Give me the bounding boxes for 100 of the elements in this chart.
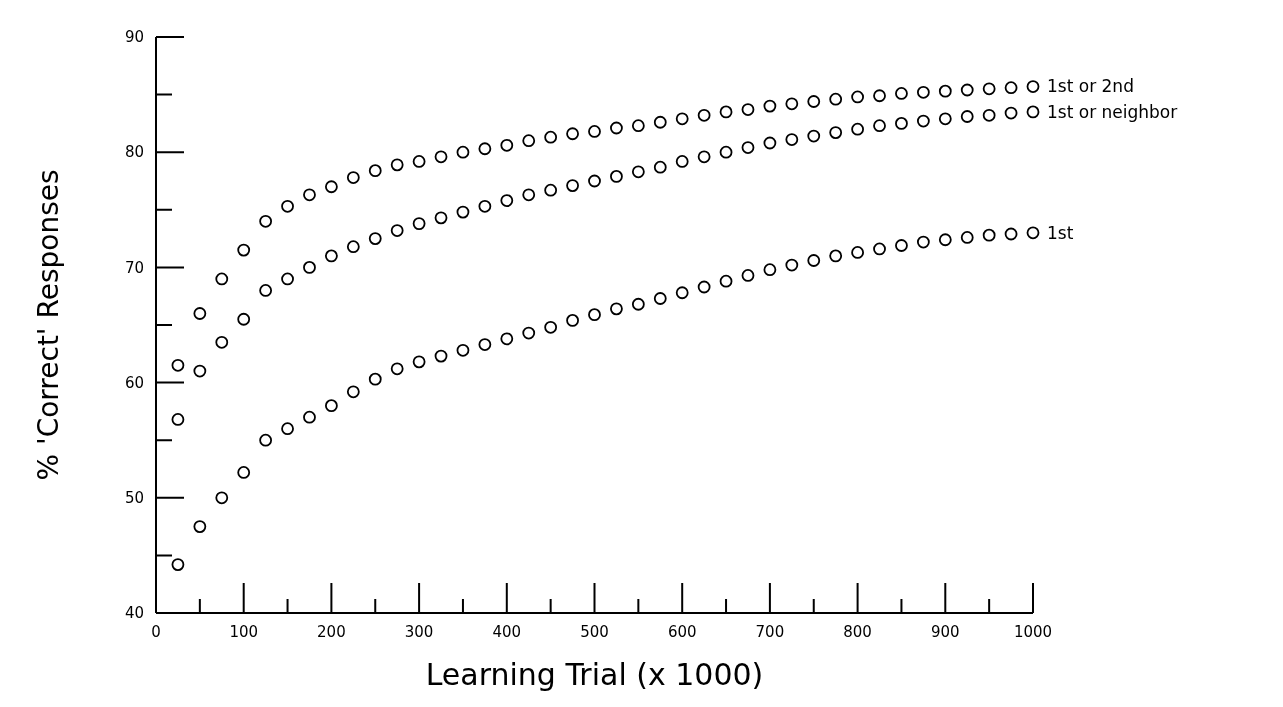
point [566,127,579,141]
point [390,158,404,172]
point [763,136,777,150]
point [522,134,536,148]
point [895,239,908,252]
point [982,228,996,242]
point [763,263,777,277]
point [873,242,886,256]
x-tick-label: 100 [229,623,259,641]
point [741,269,755,282]
point [566,313,579,327]
x-tick-label: 200 [317,623,346,641]
point [610,302,623,316]
x-tick-label: 700 [755,623,785,641]
point [697,150,711,164]
y-tick-label: 60 [124,373,144,392]
x-tick-label: 0 [151,623,161,641]
point [478,199,492,213]
point [434,211,448,225]
point [566,179,579,193]
point [916,85,930,99]
y-tick-label: 90 [124,28,144,47]
point [522,326,536,340]
point [763,99,777,113]
point [171,558,185,572]
point [807,254,821,267]
point [653,115,667,129]
x-tick-label: 900 [930,623,960,641]
series-label: 1st or neighbor [1047,101,1178,122]
point [960,110,974,123]
point [807,129,821,143]
point [741,103,755,116]
point [434,150,448,164]
y-tick-label: 40 [124,604,144,623]
point [719,145,733,159]
x-tick-label: 300 [404,623,434,641]
point [631,165,645,179]
y-tick-label: 80 [124,143,144,162]
point [434,349,448,363]
point [938,112,952,126]
point [938,84,952,98]
point [544,130,558,144]
point [675,286,689,300]
point [1026,105,1040,119]
point [1026,80,1040,93]
point [829,249,843,263]
point [281,272,294,286]
point [259,284,273,297]
point [456,205,470,219]
point [960,231,974,244]
point [500,194,514,207]
x-axis-title: Learning Trial (x 1000) [425,657,764,692]
point [785,258,799,272]
point [675,112,689,126]
point [588,125,601,138]
point [610,169,623,183]
point [697,280,711,294]
x-tick-label: 400 [492,623,522,641]
point [303,188,316,202]
point [588,174,601,188]
point [237,466,251,479]
point [500,332,514,346]
point [346,240,360,254]
point [807,95,821,108]
point [653,292,667,305]
point [1004,81,1018,95]
point [456,343,470,357]
point [916,114,930,128]
point [390,362,404,376]
point [719,105,733,119]
point [1004,227,1018,241]
point [412,217,426,231]
point [631,297,645,311]
point [368,372,382,386]
point [982,82,996,96]
point [215,272,229,286]
point [895,87,908,100]
point [412,155,426,168]
point [653,160,667,174]
point [368,164,382,178]
point [719,274,733,288]
point [215,335,229,349]
point [544,320,558,334]
x-tick-label: 600 [667,623,697,641]
point [500,138,514,152]
point [171,358,185,372]
point [193,307,207,320]
point [960,83,974,97]
point [895,117,908,130]
point [675,155,689,168]
point [1026,226,1040,240]
x-tick-label: 500 [580,623,609,641]
point [237,312,251,326]
point [346,171,360,184]
point [456,145,470,159]
point [785,133,799,146]
point [390,224,404,237]
point [829,126,843,140]
series-label: 1st [1047,222,1074,243]
point [478,142,492,156]
